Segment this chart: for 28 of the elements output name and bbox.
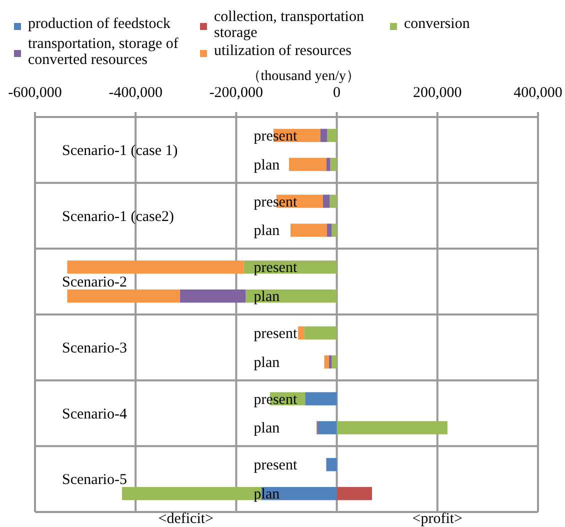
annotation: Scenario-1 (case2) [62, 208, 174, 225]
y-tick-label: plan [254, 223, 280, 240]
y-tick-label: present [254, 326, 298, 342]
x-tick-label: 0 [333, 85, 341, 101]
annotation: <profit> [412, 511, 463, 527]
legend-label: utilization of resources [214, 43, 352, 59]
legend-label: transportation, storage of converted resources [28, 36, 178, 68]
y-tick-label: plan [254, 486, 280, 503]
y-tick-label: plan [254, 157, 280, 174]
y-tick-label: plan [254, 354, 280, 371]
x-tick-label: 400,000 [514, 85, 562, 101]
annotation: Scenario-3 [62, 340, 127, 356]
annotation: Scenario-4 [62, 406, 128, 422]
annotation: Scenario-5 [62, 472, 127, 488]
x-tick-label: 200,000 [413, 85, 462, 101]
legend-label: production of feedstock [28, 16, 171, 32]
x-tick-label: -600,000 [8, 85, 62, 101]
annotation: Scenario-1 (case 1) [62, 142, 178, 159]
y-tick-label: present [254, 260, 298, 276]
x-axis-title: （thousand yen/y） [246, 69, 360, 84]
annotation: <deficit> [158, 511, 214, 527]
annotation: Scenario-2 [62, 274, 127, 291]
x-tick-label: -200,000 [209, 85, 264, 101]
y-tick-label: plan [254, 420, 280, 437]
y-tick-label: present [254, 458, 298, 474]
x-tick-label: -400,000 [108, 85, 162, 101]
y-tick-label: plan [254, 289, 280, 306]
legend-label: conversion [404, 16, 470, 32]
